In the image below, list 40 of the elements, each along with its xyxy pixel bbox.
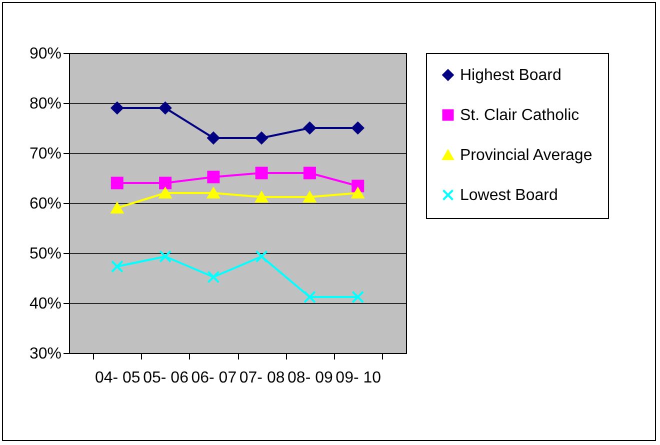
point	[159, 102, 172, 114]
point	[255, 191, 268, 203]
point	[255, 250, 268, 263]
point	[110, 202, 124, 214]
legend-label: Lowest Board	[460, 187, 558, 204]
point	[207, 270, 220, 284]
point	[207, 187, 220, 199]
point	[207, 170, 220, 184]
point	[159, 250, 172, 263]
x-tick-label: 09- 10	[336, 370, 382, 386]
point	[159, 187, 172, 199]
x-tick-label: 05- 06	[143, 370, 189, 386]
point	[159, 176, 172, 190]
point	[255, 132, 268, 144]
x-tick-label: 08- 09	[288, 370, 333, 386]
y-tick-label: 60%	[29, 196, 62, 212]
legend-label: Highest Board	[460, 67, 562, 84]
y-tick-label: 30%	[29, 346, 62, 362]
legend-label: Provincial Average	[460, 147, 592, 164]
x-tick-label: 06- 07	[191, 370, 237, 386]
point	[352, 290, 364, 304]
legend-label: St. Clair Catholic	[460, 107, 580, 124]
point	[352, 187, 364, 199]
point	[303, 122, 316, 134]
y-tick-label: 80%	[29, 96, 62, 112]
point	[352, 122, 364, 134]
point	[110, 102, 124, 114]
x-tick-label: 07- 08	[239, 370, 285, 386]
y-tick-label: 70%	[29, 146, 62, 162]
point	[207, 132, 220, 144]
y-tick-label: 50%	[29, 246, 62, 262]
y-tick-label: 90%	[29, 46, 62, 62]
point	[303, 290, 316, 304]
point	[303, 166, 316, 180]
point	[110, 176, 124, 190]
point	[303, 191, 316, 203]
point	[110, 260, 124, 273]
point	[255, 166, 268, 180]
y-tick-label: 40%	[29, 296, 62, 312]
x-tick-label: 04- 05	[94, 370, 140, 386]
